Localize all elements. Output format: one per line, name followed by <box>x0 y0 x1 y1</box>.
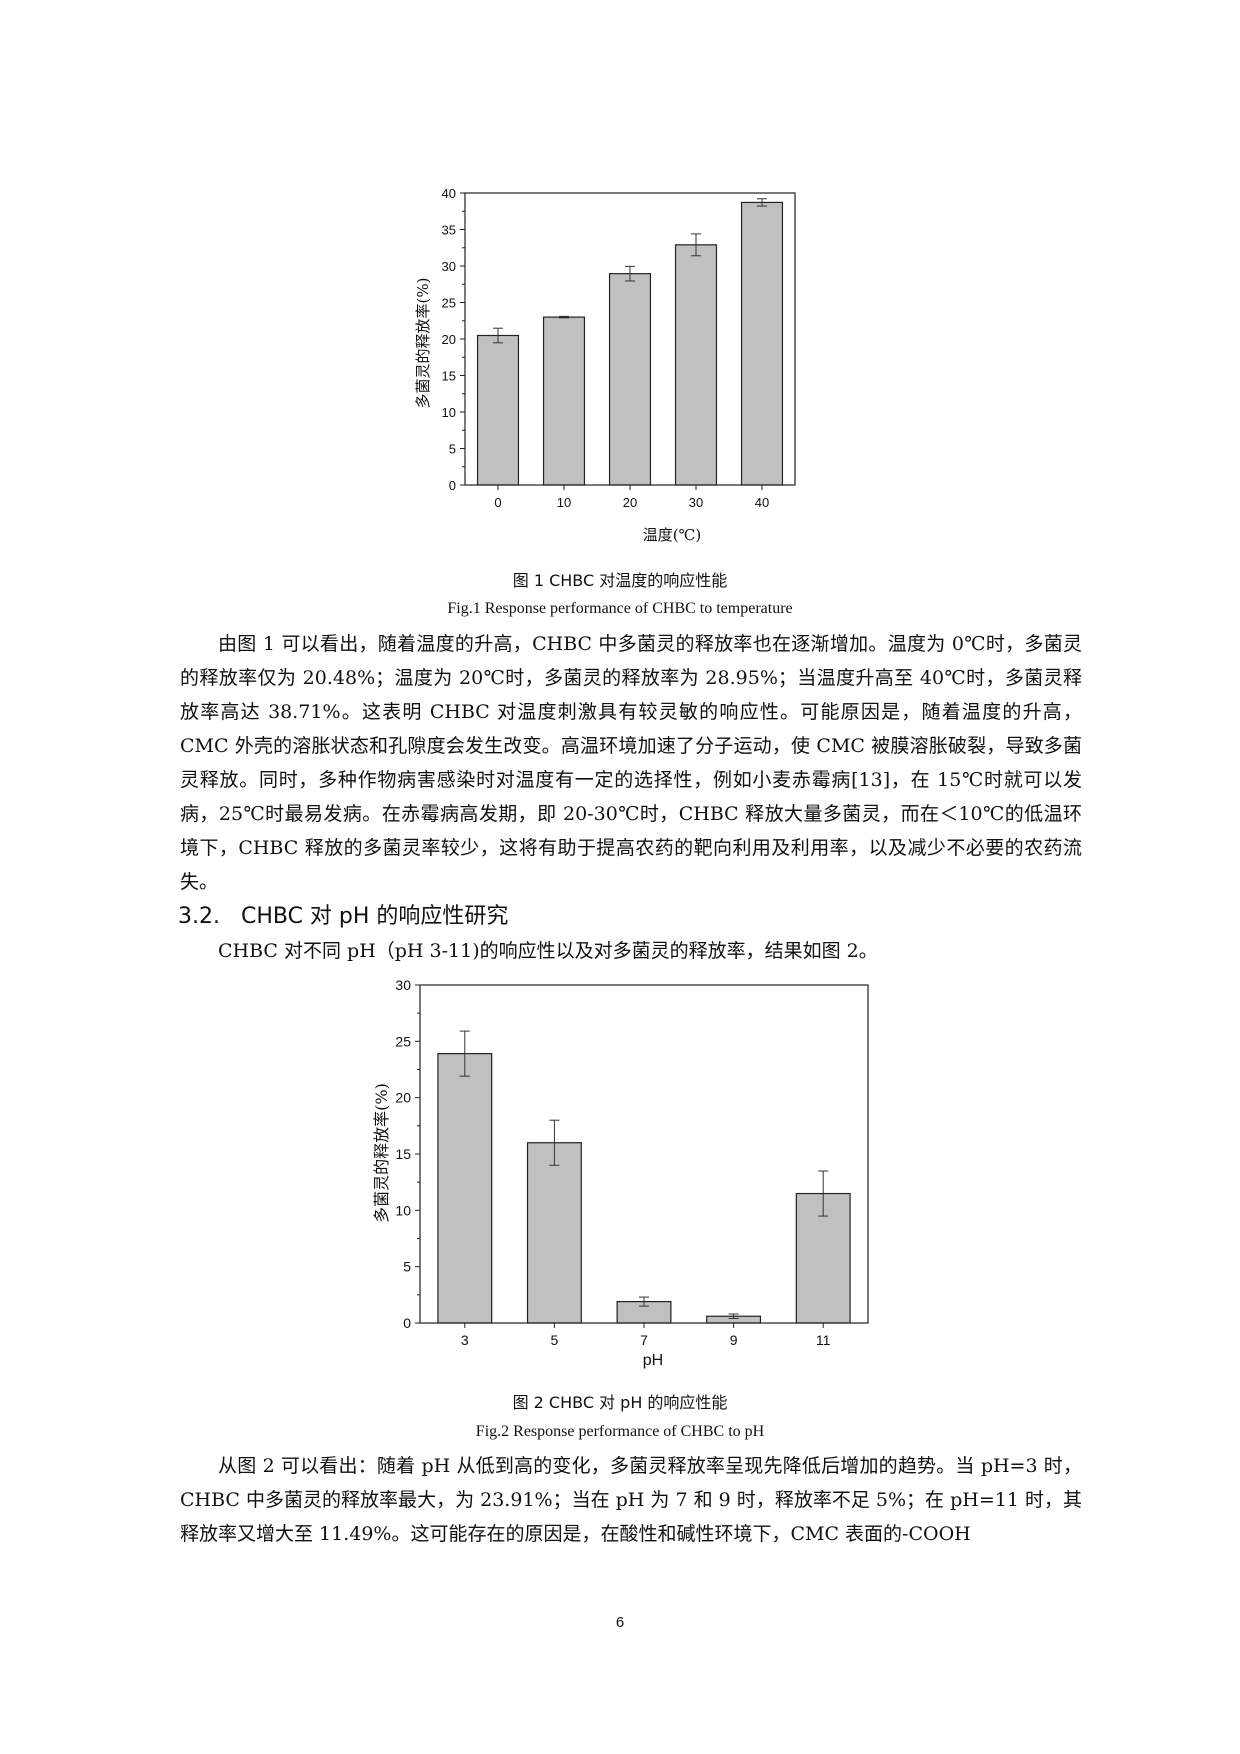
figure-2-y-tick-30: 30 <box>395 977 411 993</box>
figure-1-y-tick-25: 25 <box>442 296 456 311</box>
figure-2-y-tick-20: 20 <box>395 1090 411 1106</box>
figure-1-x-tick-10: 10 <box>557 495 571 510</box>
figure-2-y-tick-5: 5 <box>403 1259 411 1275</box>
figure-2-error-bar-9 <box>728 1313 739 1319</box>
figure-2-error-bar-7 <box>639 1296 649 1307</box>
figure-1-error-bar-20 <box>625 265 635 282</box>
figure-1-y-axis-label: 多菌灵的释放率(%) <box>414 278 432 409</box>
section-title: CHBC 对 pH 的响应性研究 <box>240 904 509 929</box>
figure-2-error-bar-5 <box>549 1119 560 1166</box>
figure-1-error-bar-10 <box>559 315 569 319</box>
figure-2-caption-en: Fig.2 Response performance of CHBC to pH <box>475 1423 765 1440</box>
figure-2-plot-frame <box>419 984 869 1324</box>
figure-1-chart: 0 10 20 30 40 0 5 10 15 20 25 30 35 40 温度(℃) 多菌灵的释放率(… <box>414 186 796 544</box>
figure-1-y-tick-0: 0 <box>449 478 456 493</box>
figure-1-x-tick-20: 20 <box>623 495 637 510</box>
figure-2-y-tick-0: 0 <box>403 1315 411 1331</box>
paragraph-3: 从图 2 可以看出：随着 pH 从低到高的变化，多菌灵释放率呈现先降低后增加的趋… <box>180 1455 1082 1545</box>
figure-1-x-tick-30: 30 <box>689 495 703 510</box>
figure-2-x-tick-7: 7 <box>640 1332 648 1348</box>
figure-2-error-bar-11 <box>818 1170 829 1217</box>
figure-1-error-bar-40 <box>757 198 767 207</box>
figure-1-x-tick-40: 40 <box>755 495 769 510</box>
figure-2-y-tick-10: 10 <box>395 1202 411 1218</box>
figure-1-error-bar-0 <box>493 327 503 344</box>
figure-2-chart: 3 5 7 9 11 0 5 10 15 20 25 30 pH 多菌灵的释放率(%) <box>372 977 869 1369</box>
page-number: 6 <box>615 1614 625 1631</box>
figure-1-error-bar-30 <box>691 233 701 257</box>
figure-2-x-tick-5: 5 <box>551 1332 559 1348</box>
figure-2-caption-cn: 图 2 CHBC 对 pH 的响应性能 <box>512 1393 728 1412</box>
figure-1-bar-30 <box>674 244 718 486</box>
figure-2-bar-5 <box>526 1142 582 1324</box>
figure-1-y-tick-30: 30 <box>442 259 456 274</box>
figure-1-y-tick-10: 10 <box>442 405 456 420</box>
section-number: 3.2. <box>178 904 220 929</box>
figure-1-plot-frame <box>464 192 796 486</box>
figure-1-bar-40 <box>740 201 784 486</box>
figure-2-bar-3 <box>437 1053 493 1324</box>
figure-1-y-tick-40: 40 <box>442 186 456 201</box>
figure-1-bar-10 <box>542 316 586 486</box>
figure-1-caption-cn: 图 1 CHBC 对温度的响应性能 <box>512 571 728 590</box>
figure-1-y-tick-20: 20 <box>442 332 456 347</box>
figure-2-y-axis-label: 多菌灵的释放率(%) <box>372 1083 391 1223</box>
figure-1-x-axis-label: 温度(℃) <box>643 526 701 544</box>
figure-1-x-tick-0: 0 <box>494 495 501 510</box>
figure-2-x-tick-9: 9 <box>730 1332 738 1348</box>
figure-2-x-axis-label: pH <box>643 1352 663 1369</box>
figure-2-y-tick-25: 25 <box>395 1033 411 1049</box>
section-heading: 3.2. CHBC 对 pH 的响应性研究 <box>178 898 508 930</box>
paragraph-2: CHBC 对不同 pH（pH 3-11)的响应性以及对多菌灵的释放率，结果如图 … <box>218 940 878 962</box>
paragraph-1: 由图 1 可以看出，随着温度的升高，CHBC 中多菌灵的释放率也在逐渐增加。温度… <box>180 633 1082 893</box>
figure-2-x-tick-11: 11 <box>816 1332 831 1348</box>
figure-2-y-tick-15: 15 <box>395 1146 411 1162</box>
figure-1-y-tick-35: 35 <box>442 223 456 238</box>
figure-1-bar-0 <box>476 334 520 486</box>
figure-1-caption-en: Fig.1 Response performance of CHBC to te… <box>447 600 793 617</box>
figure-1-y-tick-15: 15 <box>442 369 456 384</box>
figure-1-bar-20 <box>608 273 652 486</box>
figure-2-x-tick-3: 3 <box>461 1332 469 1348</box>
figure-2-error-bar-3 <box>459 1030 470 1077</box>
figure-1-y-tick-5: 5 <box>449 442 456 457</box>
